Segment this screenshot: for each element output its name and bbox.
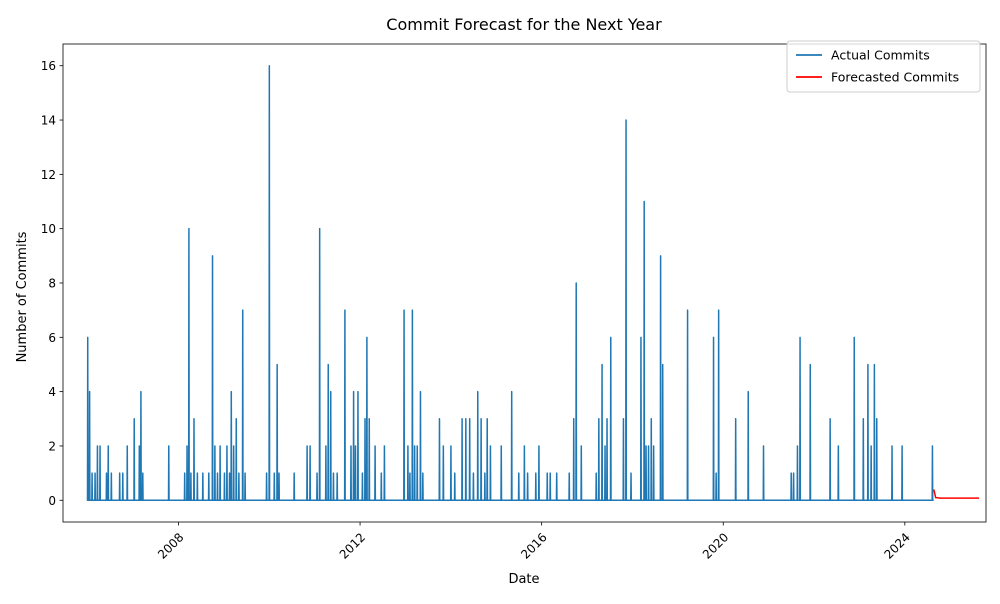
legend-entry-label: Forecasted Commits [831,70,959,85]
y-tick-label: 14 [41,114,56,128]
x-tick-label: 2016 [518,530,549,561]
x-tick-label: 2020 [700,530,731,561]
y-axis-label: Number of Commits [15,231,30,362]
y-tick-label: 16 [41,59,56,73]
y-tick-label: 4 [48,385,56,399]
y-tick-label: 8 [48,277,56,291]
y-tick-label: 12 [41,168,56,182]
x-tick-label: 2024 [881,530,912,561]
y-tick-label: 6 [48,331,56,345]
chart-legend: Actual Commits Forecasted Commits [786,40,981,93]
y-tick-label: 10 [41,222,56,236]
x-tick-label: 2012 [337,530,368,561]
x-axis-label: Date [508,572,539,587]
x-tick-label: 2008 [155,530,186,561]
series-line-actual-commits [86,64,934,502]
legend-box [786,40,981,93]
legend-entry-label: Actual Commits [831,48,930,63]
y-tick-label: 0 [48,494,56,508]
plot-area: 0 2 4 6 8 10 12 14 16 2008 2012 2016 2020 2024 [41,43,987,562]
series-line-forecasted-commits [933,489,980,499]
y-tick-label: 2 [48,439,56,453]
chart-title: Commit Forecast for the Next Year [386,15,662,34]
